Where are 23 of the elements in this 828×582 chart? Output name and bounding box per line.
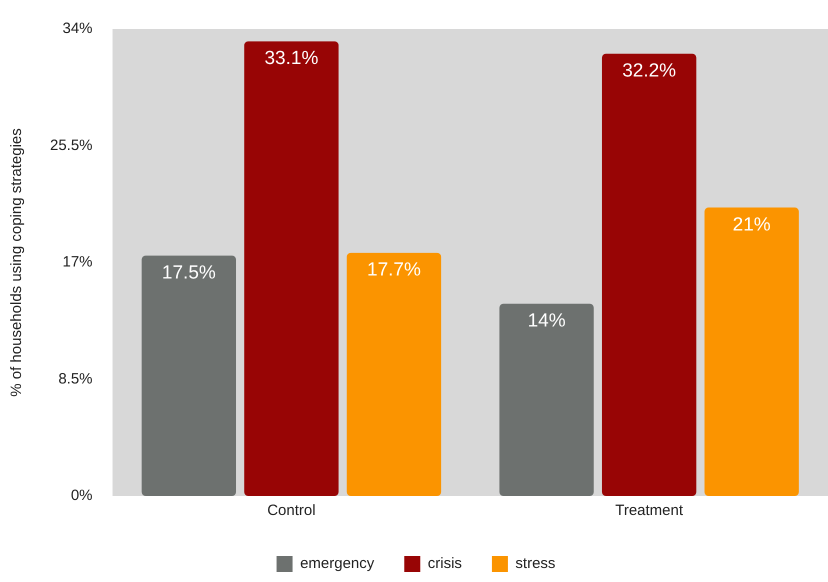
bar bbox=[602, 54, 696, 496]
data-label: 33.1% bbox=[264, 48, 318, 70]
data-label: 21% bbox=[732, 214, 771, 236]
data-label: 14% bbox=[528, 310, 566, 332]
data-label: 17.5% bbox=[162, 262, 216, 284]
x-tick-label: Control bbox=[267, 502, 316, 520]
y-tick-label: 17% bbox=[62, 254, 93, 271]
y-tick-label: 25.5% bbox=[50, 136, 93, 154]
y-tick-label: 8.5% bbox=[58, 370, 93, 388]
bar bbox=[244, 41, 339, 496]
legend-label: stress bbox=[515, 555, 556, 572]
bar bbox=[499, 304, 594, 496]
y-axis-title: % of households using coping strategies bbox=[8, 128, 26, 397]
legend-label: emergency bbox=[300, 555, 375, 572]
y-tick-label: 0% bbox=[70, 487, 93, 504]
data-label: 32.2% bbox=[622, 60, 676, 82]
bar bbox=[704, 208, 799, 496]
bar bbox=[142, 256, 236, 496]
x-tick-label: Treatment bbox=[615, 502, 684, 520]
bar bbox=[346, 252, 442, 496]
y-tick-label: 34% bbox=[62, 20, 93, 38]
legend-label: crisis bbox=[428, 555, 462, 572]
data-label: 17.7% bbox=[367, 260, 421, 281]
